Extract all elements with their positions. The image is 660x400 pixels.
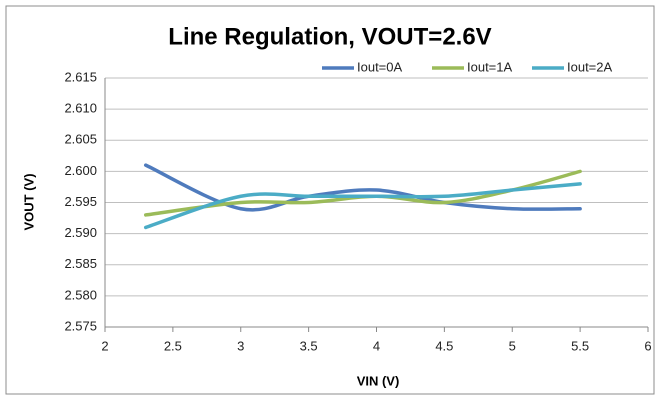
x-axis-title: VIN (V) xyxy=(357,373,400,388)
x-tick-label: 3.5 xyxy=(300,338,318,353)
y-tick-label: 2.595 xyxy=(64,194,97,209)
y-tick-label: 2.590 xyxy=(64,225,97,240)
y-tick-label: 2.585 xyxy=(64,256,97,271)
y-tick-label: 2.575 xyxy=(64,318,97,333)
x-tick-label: 4.5 xyxy=(435,338,453,353)
x-tick-label: 3 xyxy=(237,338,244,353)
legend-label: Iout=0A xyxy=(357,59,403,74)
y-tick-label: 2.610 xyxy=(64,101,97,116)
legend-label: Iout=2A xyxy=(567,59,613,74)
x-tick-label: 5 xyxy=(509,338,516,353)
x-tick-label: 4 xyxy=(373,338,380,353)
y-axis-title: VOUT (V) xyxy=(21,173,36,230)
series-line xyxy=(143,163,582,212)
x-tick-label: 2.5 xyxy=(164,338,182,353)
y-tick-label: 2.580 xyxy=(64,287,97,302)
x-tick-label: 2 xyxy=(101,338,108,353)
y-tick-label: 2.600 xyxy=(64,163,97,178)
y-tick-label: 2.615 xyxy=(64,69,97,84)
y-tick-label: 2.605 xyxy=(64,132,97,147)
legend-label: Iout=1A xyxy=(467,59,513,74)
x-tick-label: 6 xyxy=(644,338,651,353)
x-tick-label: 5.5 xyxy=(571,338,589,353)
chart-title: Line Regulation, VOUT=2.6V xyxy=(168,23,491,50)
series-line xyxy=(143,182,582,230)
